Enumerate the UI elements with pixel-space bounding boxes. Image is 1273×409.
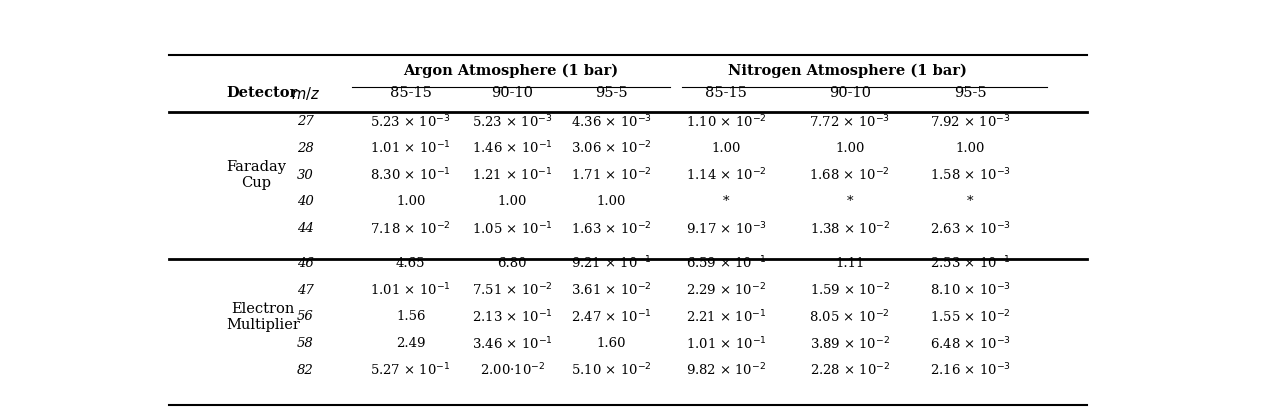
Text: 1.63 × 10$^{-2}$: 1.63 × 10$^{-2}$ xyxy=(570,220,652,237)
Text: 90-10: 90-10 xyxy=(829,86,871,100)
Text: 9.21 × 10$^{-1}$: 9.21 × 10$^{-1}$ xyxy=(570,255,652,272)
Text: Argon Atmosphere (1 bar): Argon Atmosphere (1 bar) xyxy=(402,64,617,78)
Text: 1.58 × 10$^{-3}$: 1.58 × 10$^{-3}$ xyxy=(929,167,1011,183)
Text: 8.30 × 10$^{-1}$: 8.30 × 10$^{-1}$ xyxy=(370,167,451,183)
Text: 7.72 × 10$^{-3}$: 7.72 × 10$^{-3}$ xyxy=(810,113,890,130)
Text: 90-10: 90-10 xyxy=(491,86,533,100)
Text: 2.53 × 10$^{-1}$: 2.53 × 10$^{-1}$ xyxy=(929,255,1011,272)
Text: 1.38 × 10$^{-2}$: 1.38 × 10$^{-2}$ xyxy=(810,220,890,237)
Text: Nitrogen Atmosphere (1 bar): Nitrogen Atmosphere (1 bar) xyxy=(728,64,967,78)
Text: 82: 82 xyxy=(297,364,313,377)
Text: 7.18 × 10$^{-2}$: 7.18 × 10$^{-2}$ xyxy=(370,220,451,237)
Text: 85-15: 85-15 xyxy=(390,86,432,100)
Text: 9.82 × 10$^{-2}$: 9.82 × 10$^{-2}$ xyxy=(686,362,766,379)
Text: 1.00: 1.00 xyxy=(956,142,985,155)
Text: 6.59 × 10$^{-1}$: 6.59 × 10$^{-1}$ xyxy=(686,255,766,272)
Text: 27: 27 xyxy=(297,115,313,128)
Text: 7.51 × 10$^{-2}$: 7.51 × 10$^{-2}$ xyxy=(472,282,552,298)
Text: 30: 30 xyxy=(297,169,313,182)
Text: 2.29 × 10$^{-2}$: 2.29 × 10$^{-2}$ xyxy=(686,282,766,298)
Text: 5.23 × 10$^{-3}$: 5.23 × 10$^{-3}$ xyxy=(472,113,552,130)
Text: 2.00·10$^{-2}$: 2.00·10$^{-2}$ xyxy=(480,362,545,379)
Text: 2.47 × 10$^{-1}$: 2.47 × 10$^{-1}$ xyxy=(570,308,652,325)
Text: 1.71 × 10$^{-2}$: 1.71 × 10$^{-2}$ xyxy=(570,167,652,183)
Text: 3.61 × 10$^{-2}$: 3.61 × 10$^{-2}$ xyxy=(570,282,652,298)
Text: 8.05 × 10$^{-2}$: 8.05 × 10$^{-2}$ xyxy=(810,308,890,325)
Text: 6.48 × 10$^{-3}$: 6.48 × 10$^{-3}$ xyxy=(929,335,1011,352)
Text: 47: 47 xyxy=(297,283,313,297)
Text: 95-5: 95-5 xyxy=(953,86,987,100)
Text: Faraday
Cup: Faraday Cup xyxy=(227,160,286,190)
Text: 1.55 × 10$^{-2}$: 1.55 × 10$^{-2}$ xyxy=(929,308,1011,325)
Text: 1.05 × 10$^{-1}$: 1.05 × 10$^{-1}$ xyxy=(472,220,552,237)
Text: 2.21 × 10$^{-1}$: 2.21 × 10$^{-1}$ xyxy=(686,308,766,325)
Text: *: * xyxy=(847,196,853,208)
Text: 1.21 × 10$^{-1}$: 1.21 × 10$^{-1}$ xyxy=(472,167,552,183)
Text: 5.23 × 10$^{-3}$: 5.23 × 10$^{-3}$ xyxy=(370,113,451,130)
Text: 28: 28 xyxy=(297,142,313,155)
Text: 46: 46 xyxy=(297,257,313,270)
Text: 1.14 × 10$^{-2}$: 1.14 × 10$^{-2}$ xyxy=(686,167,766,183)
Text: 44: 44 xyxy=(297,222,313,235)
Text: 1.00: 1.00 xyxy=(596,196,625,208)
Text: 1.56: 1.56 xyxy=(396,310,425,323)
Text: 1.01 × 10$^{-1}$: 1.01 × 10$^{-1}$ xyxy=(370,140,451,157)
Text: 2.28 × 10$^{-2}$: 2.28 × 10$^{-2}$ xyxy=(810,362,890,379)
Text: 1.11: 1.11 xyxy=(835,257,864,270)
Text: 1.01 × 10$^{-1}$: 1.01 × 10$^{-1}$ xyxy=(686,335,766,352)
Text: 56: 56 xyxy=(297,310,313,323)
Text: 1.46 × 10$^{-1}$: 1.46 × 10$^{-1}$ xyxy=(472,140,552,157)
Text: 1.60: 1.60 xyxy=(596,337,626,350)
Text: 2.13 × 10$^{-1}$: 2.13 × 10$^{-1}$ xyxy=(472,308,552,325)
Text: 1.00: 1.00 xyxy=(498,196,527,208)
Text: 1.68 × 10$^{-2}$: 1.68 × 10$^{-2}$ xyxy=(810,167,890,183)
Text: 6.80: 6.80 xyxy=(498,257,527,270)
Text: 2.16 × 10$^{-3}$: 2.16 × 10$^{-3}$ xyxy=(929,362,1011,379)
Text: 85-15: 85-15 xyxy=(705,86,747,100)
Text: 5.10 × 10$^{-2}$: 5.10 × 10$^{-2}$ xyxy=(570,362,652,379)
Text: Detector: Detector xyxy=(227,86,298,100)
Text: 2.63 × 10$^{-3}$: 2.63 × 10$^{-3}$ xyxy=(929,220,1011,237)
Text: 1.00: 1.00 xyxy=(396,196,425,208)
Text: 2.49: 2.49 xyxy=(396,337,425,350)
Text: 40: 40 xyxy=(297,196,313,208)
Text: 1.00: 1.00 xyxy=(712,142,741,155)
Text: 58: 58 xyxy=(297,337,313,350)
Text: 3.46 × 10$^{-1}$: 3.46 × 10$^{-1}$ xyxy=(472,335,552,352)
Text: 1.00: 1.00 xyxy=(835,142,864,155)
Text: 3.06 × 10$^{-2}$: 3.06 × 10$^{-2}$ xyxy=(570,140,652,157)
Text: 1.59 × 10$^{-2}$: 1.59 × 10$^{-2}$ xyxy=(810,282,890,298)
Text: Electron
Multiplier: Electron Multiplier xyxy=(227,302,300,332)
Text: 4.65: 4.65 xyxy=(396,257,425,270)
Text: 4.36 × 10$^{-3}$: 4.36 × 10$^{-3}$ xyxy=(570,113,652,130)
Text: 8.10 × 10$^{-3}$: 8.10 × 10$^{-3}$ xyxy=(929,282,1011,298)
Text: 1.10 × 10$^{-2}$: 1.10 × 10$^{-2}$ xyxy=(686,113,766,130)
Text: *: * xyxy=(966,196,974,208)
Text: *: * xyxy=(723,196,729,208)
Text: 3.89 × 10$^{-2}$: 3.89 × 10$^{-2}$ xyxy=(810,335,890,352)
Text: 5.27 × 10$^{-1}$: 5.27 × 10$^{-1}$ xyxy=(370,362,451,379)
Text: 1.01 × 10$^{-1}$: 1.01 × 10$^{-1}$ xyxy=(370,282,451,298)
Text: 7.92 × 10$^{-3}$: 7.92 × 10$^{-3}$ xyxy=(929,113,1011,130)
Text: 95-5: 95-5 xyxy=(594,86,628,100)
Text: 9.17 × 10$^{-3}$: 9.17 × 10$^{-3}$ xyxy=(686,220,766,237)
Text: $m/z$: $m/z$ xyxy=(290,85,320,102)
